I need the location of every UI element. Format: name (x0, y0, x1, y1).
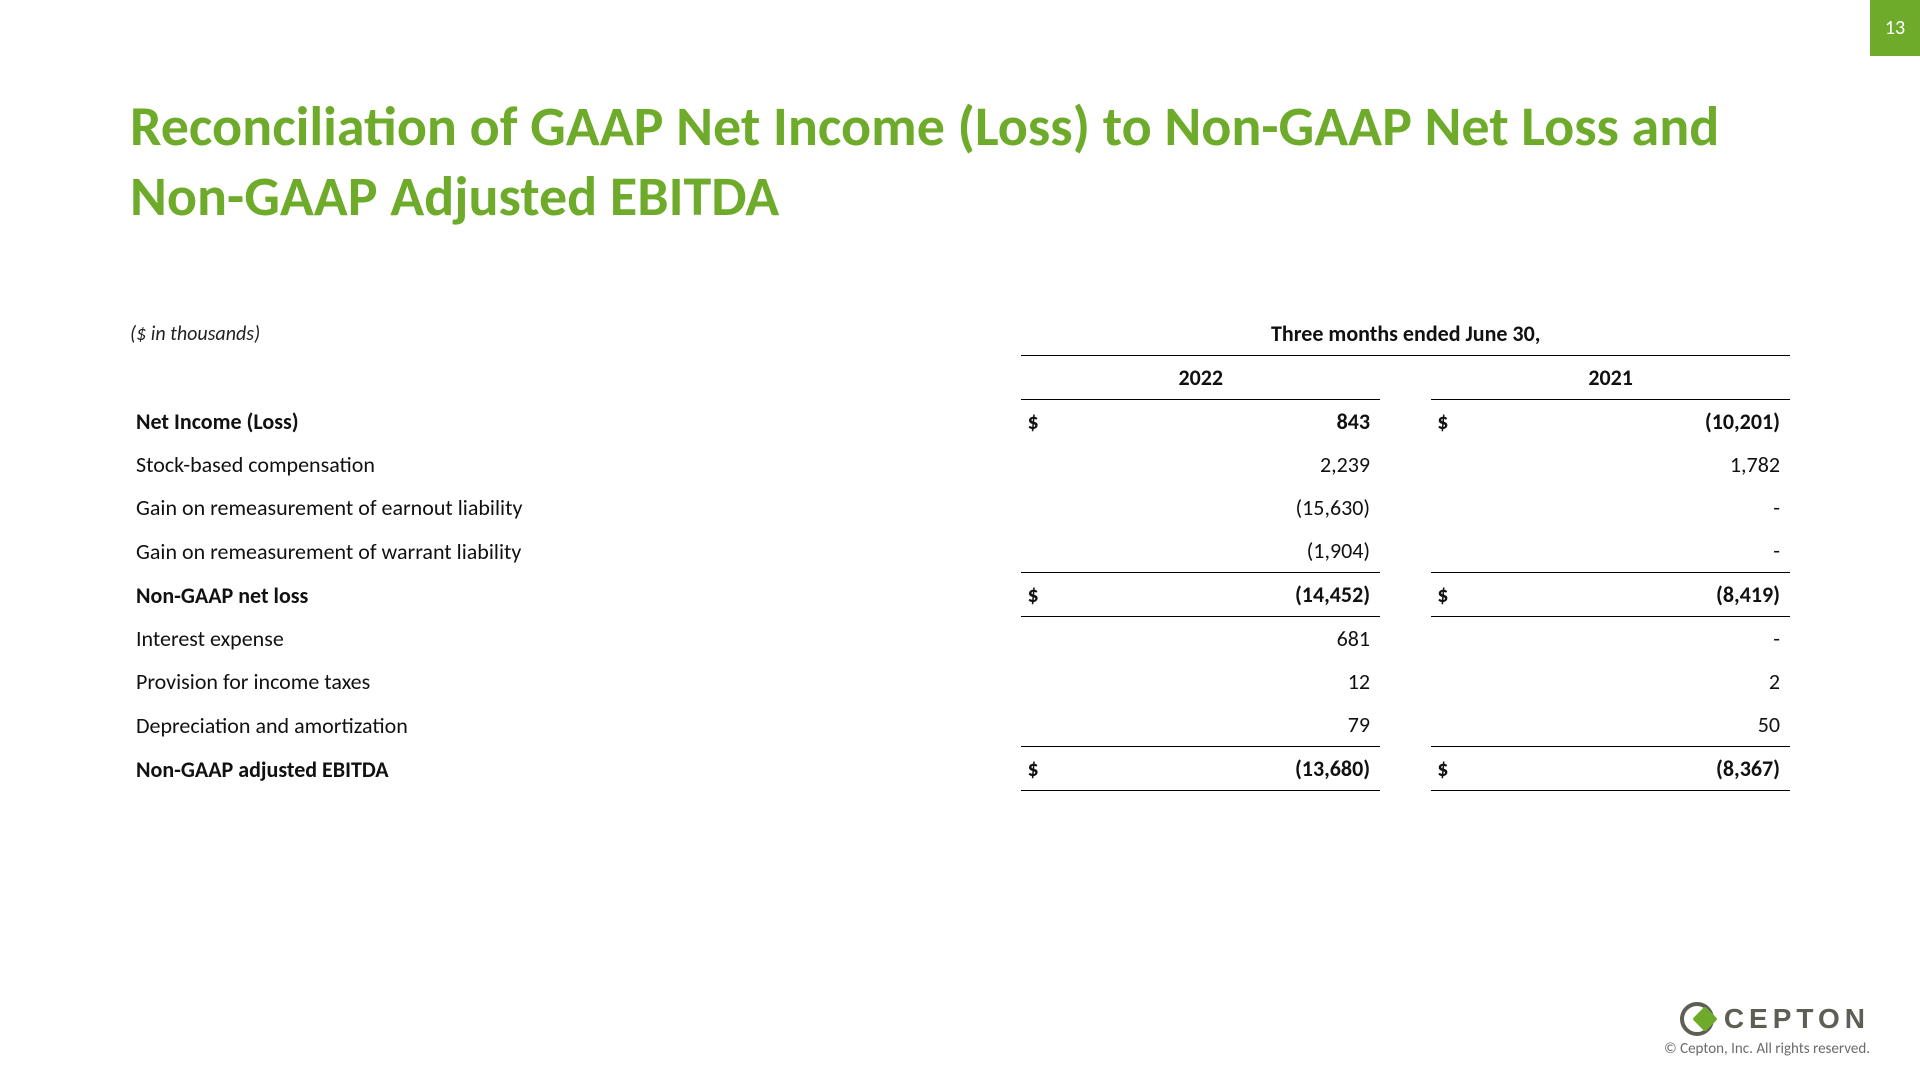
currency-symbol (1431, 703, 1472, 747)
table-row: Depreciation and amortization 79 50 (130, 703, 1790, 747)
currency-symbol (1021, 486, 1062, 529)
cell-value: (13,680) (1062, 747, 1380, 791)
period-header: Three months ended June 30, (1021, 312, 1790, 356)
row-label: Non-GAAP net loss (130, 573, 1021, 617)
table-row: Net Income (Loss)$843$(10,201) (130, 400, 1790, 444)
table-row: Stock-based compensation 2,239 1,782 (130, 443, 1790, 486)
row-label: Depreciation and amortization (130, 703, 1021, 747)
cell-value: - (1472, 486, 1790, 529)
row-label: Non-GAAP adjusted EBITDA (130, 747, 1021, 791)
currency-symbol (1021, 617, 1062, 661)
cell-value: 12 (1062, 660, 1380, 703)
cell-value: 2 (1472, 660, 1790, 703)
currency-symbol (1431, 443, 1472, 486)
page-number: 13 (1885, 16, 1905, 40)
table-row: Interest expense 681 - (130, 617, 1790, 661)
year-header-0: 2022 (1021, 356, 1380, 400)
table-row: Non-GAAP adjusted EBITDA$(13,680)$(8,367… (130, 747, 1790, 791)
currency-symbol (1431, 529, 1472, 573)
row-label: Net Income (Loss) (130, 400, 1021, 444)
footer: CEPTON © Cepton, Inc. All rights reserve… (1664, 1002, 1870, 1058)
table-row: Gain on remeasurement of warrant liabili… (130, 529, 1790, 573)
cell-value: (8,367) (1472, 747, 1790, 791)
currency-symbol (1431, 617, 1472, 661)
cell-value: 1,782 (1472, 443, 1790, 486)
row-label: Stock-based compensation (130, 443, 1021, 486)
cell-value: (8,419) (1472, 573, 1790, 617)
brand-name: CEPTON (1724, 1003, 1870, 1035)
cell-value: (15,630) (1062, 486, 1380, 529)
currency-symbol: $ (1021, 400, 1062, 444)
page-number-badge: 13 (1870, 0, 1920, 56)
currency-symbol: $ (1431, 573, 1472, 617)
currency-symbol: $ (1021, 747, 1062, 791)
currency-symbol: $ (1431, 747, 1472, 791)
currency-symbol (1021, 703, 1062, 747)
row-label: Gain on remeasurement of earnout liabili… (130, 486, 1021, 529)
currency-symbol (1021, 529, 1062, 573)
currency-symbol: $ (1021, 573, 1062, 617)
cell-value: (1,904) (1062, 529, 1380, 573)
cell-value: 843 (1062, 400, 1380, 444)
copyright-text: © Cepton, Inc. All rights reserved. (1664, 1040, 1870, 1058)
year-header-1: 2021 (1431, 356, 1790, 400)
brand-logo: CEPTON (1664, 1002, 1870, 1036)
currency-symbol: $ (1431, 400, 1472, 444)
cell-value: 2,239 (1062, 443, 1380, 486)
currency-symbol (1431, 660, 1472, 703)
cell-value: - (1472, 529, 1790, 573)
row-label: Gain on remeasurement of warrant liabili… (130, 529, 1021, 573)
cell-value: (10,201) (1472, 400, 1790, 444)
table-row: Provision for income taxes 12 2 (130, 660, 1790, 703)
table-row: Gain on remeasurement of earnout liabili… (130, 486, 1790, 529)
currency-symbol (1021, 660, 1062, 703)
currency-symbol (1431, 486, 1472, 529)
page-title: Reconciliation of GAAP Net Income (Loss)… (130, 92, 1790, 232)
currency-symbol (1021, 443, 1062, 486)
brand-logo-icon (1680, 1002, 1714, 1036)
cell-value: 79 (1062, 703, 1380, 747)
cell-value: 50 (1472, 703, 1790, 747)
row-label: Interest expense (130, 617, 1021, 661)
reconciliation-table: Three months ended June 30, 2022 2021 Ne… (130, 312, 1790, 791)
cell-value: (14,452) (1062, 573, 1380, 617)
row-label: Provision for income taxes (130, 660, 1021, 703)
table-row: Non-GAAP net loss$(14,452)$(8,419) (130, 573, 1790, 617)
cell-value: 681 (1062, 617, 1380, 661)
cell-value: - (1472, 617, 1790, 661)
